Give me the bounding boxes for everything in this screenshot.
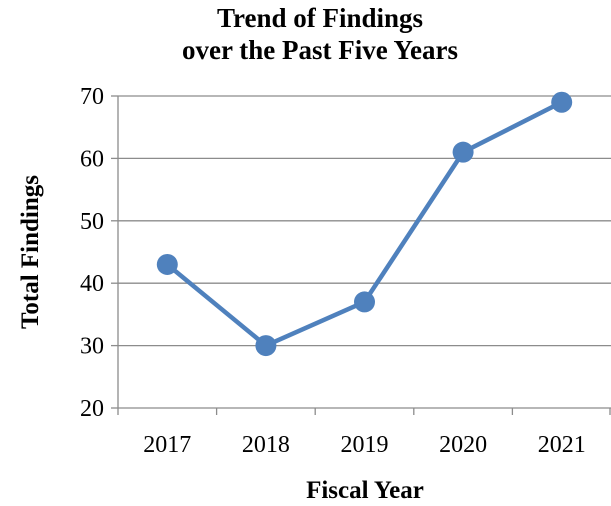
x-tick-label-2017: 2017	[143, 432, 191, 458]
data-point-2017	[156, 253, 178, 275]
gridlines	[118, 95, 611, 347]
chart-title-line-2: over the Past Five Years	[182, 35, 458, 65]
data-point-2021	[551, 91, 573, 113]
y-tick-label-20: 20	[80, 396, 104, 422]
y-axis-title: Total Findings	[17, 175, 44, 329]
y-tick-label-40: 40	[80, 271, 104, 297]
y-tick-labels: 20 30 40 50 60 70	[80, 84, 104, 422]
data-point-2019	[354, 291, 375, 313]
y-tick-label-60: 60	[80, 146, 104, 172]
x-tick-labels: 2017 2018 2019 2020 2021	[143, 432, 585, 458]
x-tick-label-2020: 2020	[439, 432, 487, 458]
y-tick-label-30: 30	[80, 334, 104, 360]
axes	[111, 95, 611, 415]
y-tick-label-50: 50	[80, 209, 104, 235]
chart-title-line-1: Trend of Findings	[216, 3, 424, 33]
x-tick-label-2021: 2021	[538, 432, 586, 458]
data-point-2020	[452, 141, 474, 163]
chart-title: Trend of Findings over the Past Five Yea…	[0, 2, 611, 66]
series-total-findings	[156, 91, 573, 357]
x-tick-label-2018: 2018	[242, 432, 290, 458]
x-tick-label-2019: 2019	[341, 432, 389, 458]
x-axis-title: Fiscal Year	[306, 477, 424, 504]
data-point-2018	[255, 335, 277, 357]
y-tick-label-70: 70	[80, 84, 104, 110]
